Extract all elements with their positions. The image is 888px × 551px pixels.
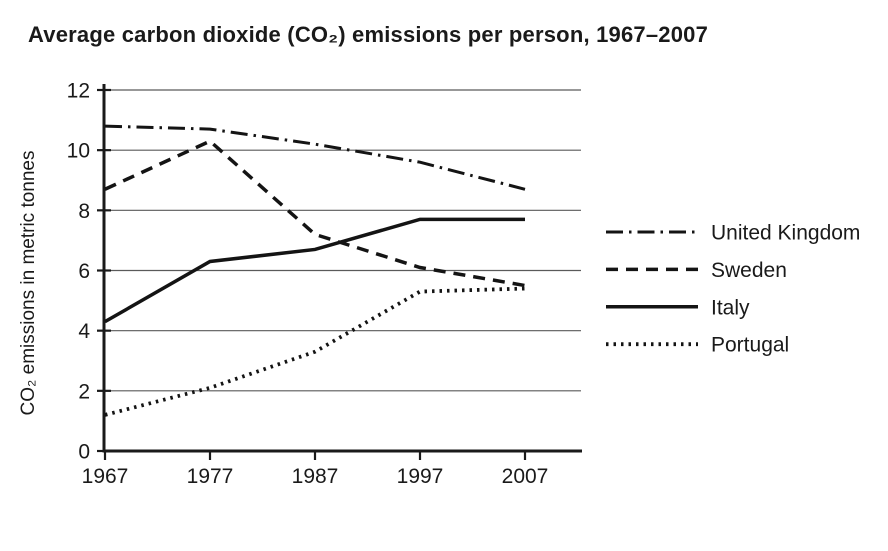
y-tick-label: 12 [67,80,90,103]
x-tick-label: 2007 [502,465,549,488]
chart-title: Average carbon dioxide (CO₂) emissions p… [28,22,709,47]
y-tick-label: 6 [78,260,90,283]
y-tick-label: 2 [78,380,90,403]
legend-label-sweden: Sweden [711,259,787,282]
x-tick-label: 1977 [187,465,234,488]
x-tick-label: 1967 [82,465,129,488]
series-line-united-kingdom [104,124,526,191]
y-tick-label: 0 [78,441,90,464]
x-tick-label: 1997 [397,465,444,488]
y-tick-label: 10 [67,140,90,163]
series-line-portugal [104,286,526,417]
y-axis-title: CO₂ emissions in metric tonnes [18,150,39,415]
legend-label-italy: Italy [711,296,750,319]
legend-label-portugal: Portugal [711,334,789,357]
x-tick-label: 1987 [292,465,339,488]
legend-label-united-kingdom: United Kingdom [711,222,860,245]
y-tick-label: 8 [78,200,90,223]
y-tick-label: 4 [78,320,90,343]
series-line-italy [104,217,525,324]
series-line-sweden [104,139,526,288]
